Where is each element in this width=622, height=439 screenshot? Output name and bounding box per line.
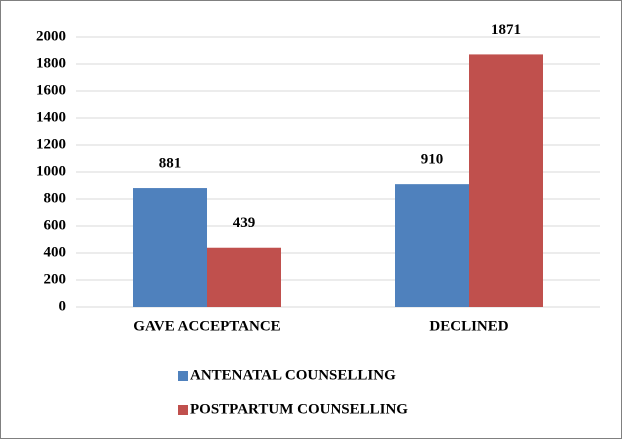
y-tick-label: 800 xyxy=(44,190,67,206)
y-tick-label: 400 xyxy=(44,244,67,260)
x-tick-label: DECLINED xyxy=(429,318,508,334)
data-label: 439 xyxy=(233,215,256,231)
data-label: 881 xyxy=(159,156,182,172)
legend-label: ANTENATAL COUNSELLING xyxy=(190,367,396,383)
y-tick-label: 1000 xyxy=(36,163,66,179)
y-tick-label: 0 xyxy=(59,298,67,314)
legend-label: POSTPARTUM COUNSELLING xyxy=(190,401,408,417)
x-tick-label: GAVE ACCEPTANCE xyxy=(133,318,280,334)
y-tick-label: 2000 xyxy=(36,28,66,44)
legend-swatch xyxy=(178,405,188,415)
legend-swatch xyxy=(178,371,188,381)
y-tick-label: 1400 xyxy=(36,109,66,125)
bar xyxy=(133,188,207,307)
bar xyxy=(469,54,543,307)
data-label: 910 xyxy=(421,152,444,168)
y-tick-label: 1600 xyxy=(36,82,66,98)
bar xyxy=(207,247,281,307)
bar xyxy=(395,184,469,307)
y-tick-label: 1200 xyxy=(36,136,66,152)
y-tick-label: 1800 xyxy=(36,55,66,71)
y-tick-label: 600 xyxy=(44,217,67,233)
y-tick-label: 200 xyxy=(44,271,67,287)
data-label: 1871 xyxy=(491,22,521,38)
